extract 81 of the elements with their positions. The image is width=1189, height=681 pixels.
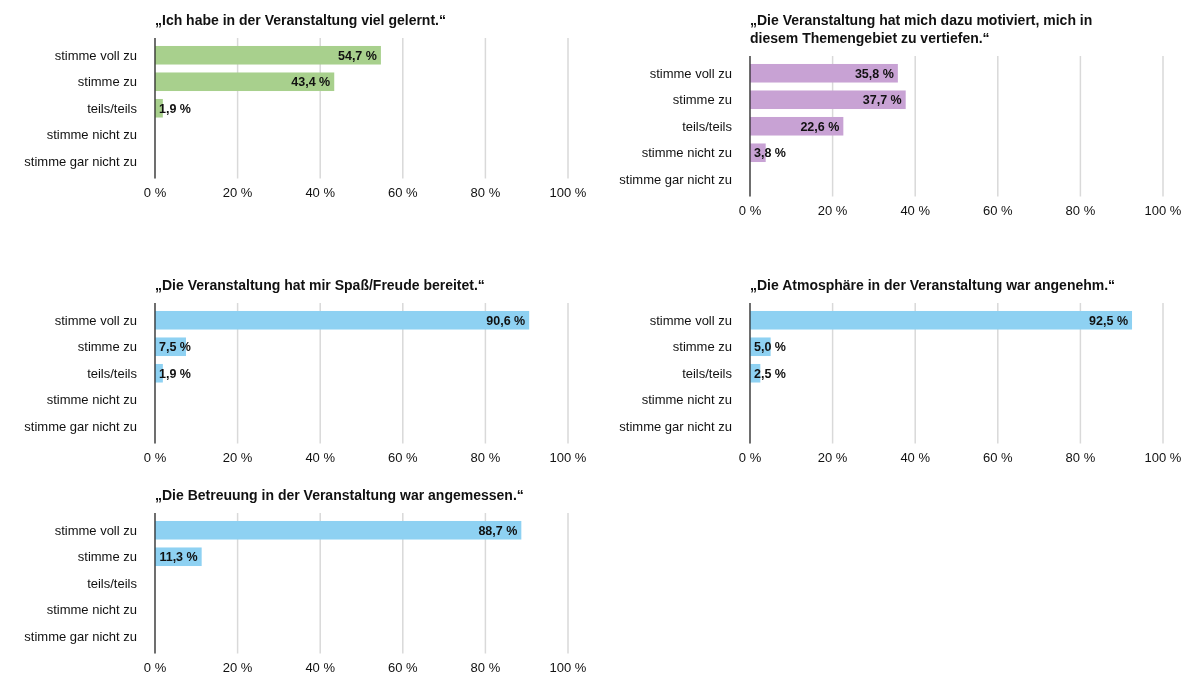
y-tick-label: stimme nicht zu <box>46 392 137 408</box>
y-tick-label: stimme nicht zu <box>46 127 137 143</box>
bar <box>750 310 1133 330</box>
x-tick-label: 60 % <box>982 202 1014 218</box>
data-label: 1,9 % <box>159 366 191 381</box>
data-label: 22,6 % <box>800 119 840 134</box>
data-label: 88,7 % <box>478 523 518 538</box>
y-tick-label: stimme gar nicht zu <box>619 418 732 434</box>
y-tick-label: stimme voll zu <box>54 47 137 63</box>
x-tick-label: 80 % <box>470 659 501 675</box>
data-label: 7,5 % <box>159 340 191 355</box>
y-tick-label: stimme zu <box>77 339 137 355</box>
y-tick-label: stimme nicht zu <box>641 392 732 408</box>
bar <box>155 45 381 65</box>
y-tick-label: stimme voll zu <box>649 312 732 328</box>
x-tick-label: 100 % <box>549 449 587 465</box>
x-tick-label: 20 % <box>817 449 848 465</box>
bar <box>155 310 530 330</box>
data-label: 43,4 % <box>291 75 331 90</box>
y-tick-label: stimme voll zu <box>54 312 137 328</box>
y-tick-label: stimme zu <box>77 74 137 90</box>
x-tick-label: 100 % <box>549 659 587 675</box>
x-tick-label: 100 % <box>549 184 587 200</box>
y-tick-label: stimme gar nicht zu <box>24 418 137 434</box>
chart-title: „Die Atmosphäre in der Veranstaltung war angenehm.“ <box>750 277 1116 293</box>
y-tick-label: teils/teils <box>682 365 733 381</box>
data-label: 37,7 % <box>862 93 902 108</box>
x-tick-label: 40 % <box>305 449 336 465</box>
x-tick-label: 60 % <box>387 449 419 465</box>
data-label: 54,7 % <box>337 48 377 63</box>
x-tick-label: 20 % <box>817 202 848 218</box>
x-tick-label: 20 % <box>222 184 253 200</box>
y-tick-label: stimme gar nicht zu <box>24 628 137 644</box>
x-tick-label: 60 % <box>387 659 419 675</box>
chart-title: „Die Betreuung in der Veranstaltung war angemessen.“ <box>155 487 524 503</box>
x-tick-label: 40 % <box>305 184 336 200</box>
bar <box>750 90 906 110</box>
data-label: 92,5 % <box>1089 313 1129 328</box>
x-tick-label: 0 % <box>738 449 762 465</box>
y-tick-label: stimme zu <box>672 339 732 355</box>
chart-title: „Die Veranstaltung hat mich dazu motiviert, mich in diesem Themengebiet zu vertiefen.“ <box>750 12 1093 46</box>
data-label: 1,9 % <box>159 101 191 116</box>
y-tick-label: teils/teils <box>87 575 138 591</box>
data-label: 35,8 % <box>854 66 894 81</box>
x-tick-label: 0 % <box>143 184 167 200</box>
x-tick-label: 40 % <box>900 449 931 465</box>
y-tick-label: teils/teils <box>87 365 138 381</box>
data-label: 90,6 % <box>486 313 526 328</box>
data-label: 5,0 % <box>754 340 786 355</box>
x-tick-label: 40 % <box>305 659 336 675</box>
y-tick-label: stimme nicht zu <box>46 602 137 618</box>
chart-title: „Die Veranstaltung hat mir Spaß/Freude bereitet.“ <box>155 277 485 293</box>
bar <box>155 72 335 92</box>
x-tick-label: 20 % <box>222 659 253 675</box>
x-tick-label: 60 % <box>387 184 419 200</box>
x-tick-label: 0 % <box>143 659 167 675</box>
data-label: 11,3 % <box>159 550 198 565</box>
bar <box>750 63 898 83</box>
x-tick-label: 80 % <box>1065 202 1096 218</box>
x-tick-label: 100 % <box>1144 449 1182 465</box>
y-tick-label: stimme voll zu <box>54 522 137 538</box>
chart-title: „Ich habe in der Veranstaltung viel gelernt.“ <box>155 12 446 28</box>
x-tick-label: 60 % <box>982 449 1014 465</box>
x-tick-label: 80 % <box>1065 449 1096 465</box>
y-tick-label: teils/teils <box>87 100 138 116</box>
x-tick-label: 20 % <box>222 449 253 465</box>
x-tick-label: 40 % <box>900 202 931 218</box>
y-tick-label: stimme voll zu <box>649 65 732 81</box>
y-tick-label: stimme gar nicht zu <box>24 153 137 169</box>
x-tick-label: 100 % <box>1144 202 1182 218</box>
y-tick-label: teils/teils <box>682 118 733 134</box>
data-label: 3,8 % <box>754 146 786 161</box>
x-tick-label: 80 % <box>470 449 501 465</box>
y-tick-label: stimme gar nicht zu <box>619 171 732 187</box>
y-tick-label: stimme zu <box>77 549 137 565</box>
x-tick-label: 0 % <box>143 449 167 465</box>
y-tick-label: stimme zu <box>672 92 732 108</box>
x-tick-label: 0 % <box>738 202 762 218</box>
data-label: 2,5 % <box>754 366 786 381</box>
x-tick-label: 80 % <box>470 184 501 200</box>
y-tick-label: stimme nicht zu <box>641 145 732 161</box>
